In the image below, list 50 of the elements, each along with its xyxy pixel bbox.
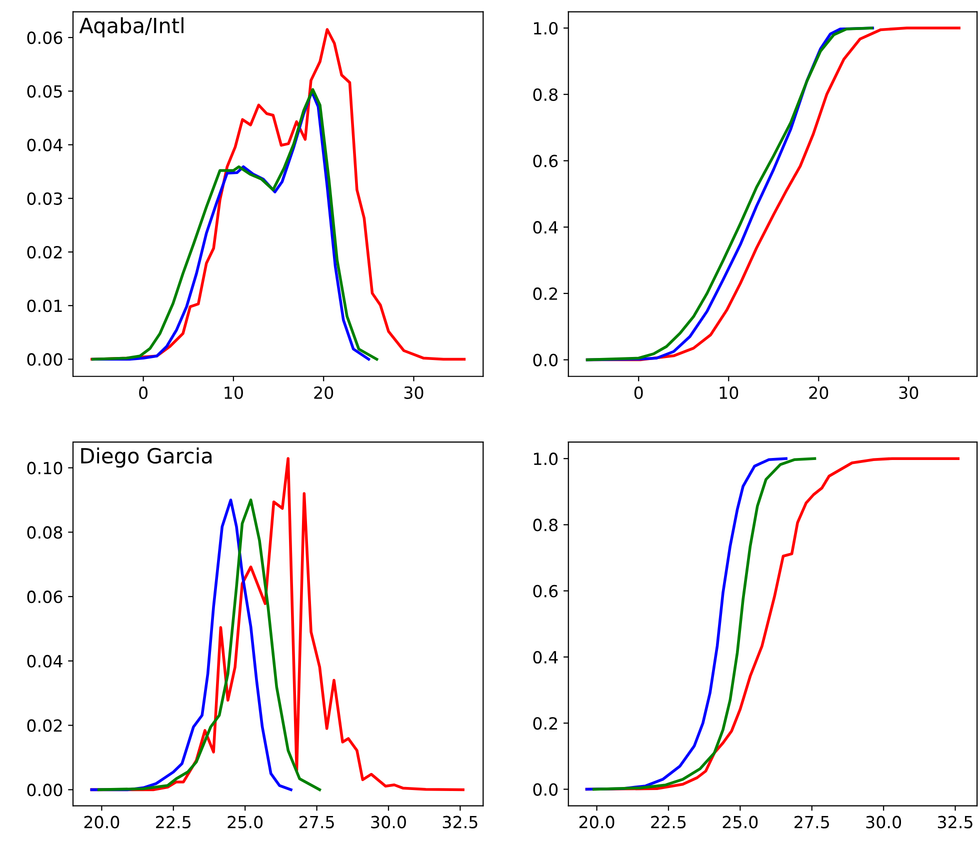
y-tick-label: 0.08 [27,526,62,539]
chart-title: Diego Garcia [81,448,212,468]
y-tick-label: 0.00 [27,784,62,796]
x-tick-label: 0 [634,386,643,399]
x-tick-label: 22.5 [651,816,686,828]
x-tick-label: 27.5 [794,816,829,828]
y-tick-label: 0.04 [27,654,62,668]
y-tick-label: 0.00 [27,353,62,366]
x-tick-label: 10 [224,386,243,399]
y-tick-label: 0.0 [533,783,558,796]
chart-title: Aqaba/Intl [79,17,184,38]
x-tick-label: 25.0 [228,816,263,828]
x-tick-label: 20.0 [84,816,120,828]
x-tick-label: 30 [899,386,918,399]
x-tick-label: 10 [720,386,738,399]
x-tick-label: 30.0 [866,816,902,828]
y-tick-label: 0.4 [533,221,558,234]
y-tick-label: 0.06 [27,590,62,604]
x-tick-label: 30.0 [371,816,406,828]
y-tick-label: 0.10 [27,462,62,474]
x-tick-label: 0 [139,386,148,399]
x-tick-label: 27.5 [299,816,334,828]
y-tick-label: 0.2 [533,717,558,730]
x-tick-label: 22.5 [156,816,190,828]
y-tick-label: 0.03 [27,192,62,205]
line-series [90,498,292,792]
x-tick-label: 20 [809,386,828,399]
y-tick-label: 0.4 [533,650,558,664]
x-tick-label: 25.0 [722,816,758,828]
y-tick-label: 1.0 [534,452,558,466]
y-tick-label: 0.02 [27,719,62,732]
y-tick-label: 0.8 [533,88,558,101]
y-tick-label: 0.8 [533,518,558,532]
y-tick-label: 0.01 [27,300,62,312]
y-tick-label: 0.05 [27,85,62,98]
y-tick-label: 0.02 [27,246,62,259]
x-tick-label: 30 [404,386,424,399]
x-tick-label: 20.0 [579,816,614,828]
y-tick-label: 0.04 [27,138,62,152]
y-tick-label: 0.2 [533,287,558,300]
line-series [97,498,322,792]
line-series [592,457,816,791]
x-tick-label: 32.5 [442,816,478,828]
y-tick-label: 0.06 [27,31,62,44]
x-tick-label: 32.5 [938,816,972,828]
y-tick-label: 0.6 [533,154,558,168]
y-tick-label: 0.6 [533,584,558,598]
x-tick-label: 20 [314,386,334,399]
y-tick-label: 0.0 [533,354,558,366]
y-tick-label: 1.0 [534,22,558,35]
